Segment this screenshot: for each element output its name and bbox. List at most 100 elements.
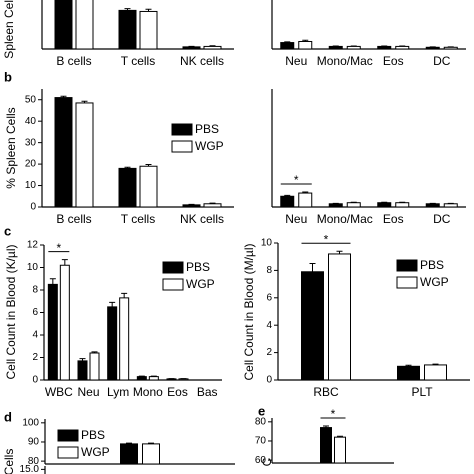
y-axis-label: C xyxy=(260,457,274,466)
legend-swatch xyxy=(396,276,418,289)
x-tick-label: DC xyxy=(433,54,451,68)
bar xyxy=(89,352,100,381)
bar xyxy=(182,46,201,50)
error-bar xyxy=(91,351,98,353)
panel-label: b xyxy=(4,69,12,84)
error-bar xyxy=(145,8,152,12)
x-tick-label: NK cells xyxy=(180,54,224,68)
bar xyxy=(425,46,440,50)
y-tick-label: 100 xyxy=(22,417,39,428)
bar xyxy=(203,45,222,50)
panel-label: c xyxy=(4,223,11,238)
panel-label: e xyxy=(258,403,265,418)
significance-label: * xyxy=(56,241,61,255)
error-bar xyxy=(302,191,309,194)
legend-swatch xyxy=(162,261,184,274)
legend-swatch xyxy=(57,446,79,459)
y-axis-label: Cells xyxy=(2,449,16,474)
y-tick-label: 4 xyxy=(32,330,38,341)
bar xyxy=(425,203,440,208)
error-bar xyxy=(60,95,67,98)
significance-label: * xyxy=(324,232,329,246)
y-tick-label: 30 xyxy=(25,137,37,148)
bar xyxy=(136,376,147,381)
bar xyxy=(148,376,159,381)
x-tick-label: Neu xyxy=(77,385,99,399)
y-tick-label: 10 xyxy=(261,238,273,249)
significance-label: * xyxy=(294,173,299,187)
bar xyxy=(320,427,332,464)
bar xyxy=(328,253,351,381)
y-tick-label: 12 xyxy=(27,240,39,251)
bar xyxy=(346,202,361,208)
significance-label: * xyxy=(331,407,336,421)
error-bar xyxy=(138,375,145,377)
legend-swatch xyxy=(171,140,193,153)
x-tick-label: Eos xyxy=(383,54,404,68)
legend-label: WGP xyxy=(420,275,449,289)
bar xyxy=(118,167,137,208)
error-bar xyxy=(145,164,152,167)
bar xyxy=(139,165,158,208)
bar xyxy=(443,203,458,208)
error-bar xyxy=(209,202,216,204)
y-tick-label: 2 xyxy=(32,352,38,363)
error-bar xyxy=(121,292,128,298)
y-axis-label: Cell Count in Blood (M/µl) xyxy=(242,244,256,381)
error-bar xyxy=(124,166,131,169)
y-tick-label: 6 xyxy=(32,307,38,318)
x-tick-label: PLT xyxy=(411,385,433,399)
y-tick-label: 2 xyxy=(266,347,272,358)
bar xyxy=(47,283,58,381)
bar xyxy=(328,203,343,208)
error-bar xyxy=(79,358,86,361)
bar xyxy=(395,202,410,208)
bar xyxy=(328,45,343,50)
y-tick-label: 80 xyxy=(255,416,267,427)
y-tick-label: 40 xyxy=(25,116,37,127)
error-bar xyxy=(49,278,56,285)
error-bar xyxy=(284,41,291,43)
x-tick-label: T cells xyxy=(121,212,155,226)
error-bar xyxy=(323,425,329,428)
error-bar xyxy=(209,45,216,47)
bar xyxy=(346,45,361,50)
error-bar xyxy=(432,363,439,365)
x-tick-label: Mono/Mac xyxy=(317,212,373,226)
legend-label: PBS xyxy=(195,122,219,136)
bar xyxy=(54,0,73,50)
error-bar xyxy=(309,263,316,272)
bar xyxy=(377,202,392,208)
y-tick-label: 60 xyxy=(255,455,267,466)
bar xyxy=(182,204,201,208)
bar xyxy=(77,360,88,381)
bar xyxy=(298,40,313,50)
legend-label: WGP xyxy=(81,445,110,459)
x-tick-label: Bas xyxy=(197,385,218,399)
legend-label: PBS xyxy=(186,260,210,274)
y-tick-label: 90 xyxy=(28,437,40,448)
bar xyxy=(298,192,313,208)
legend-label: WGP xyxy=(186,277,215,291)
y-tick-label: 4 xyxy=(266,320,272,331)
error-bar xyxy=(150,375,157,377)
bar xyxy=(59,264,70,381)
bar xyxy=(280,42,295,50)
y-tick-label: 15.0 xyxy=(20,464,40,474)
legend-swatch xyxy=(162,278,184,291)
error-bar xyxy=(284,194,291,197)
legend-label: WGP xyxy=(195,139,224,153)
y-tick-label: 0 xyxy=(30,202,36,213)
y-tick-label: 0 xyxy=(32,375,38,386)
y-tick-label: 80 xyxy=(28,456,40,467)
y-tick-label: 10 xyxy=(25,180,37,191)
y-tick-label: 8 xyxy=(32,285,38,296)
bar xyxy=(424,364,447,381)
legend-swatch xyxy=(396,259,418,272)
y-tick-label: 8 xyxy=(266,265,272,276)
error-bar xyxy=(109,301,116,307)
y-tick-label: 50 xyxy=(25,94,37,105)
error-bar xyxy=(148,442,154,444)
x-tick-label: T cells xyxy=(121,54,155,68)
